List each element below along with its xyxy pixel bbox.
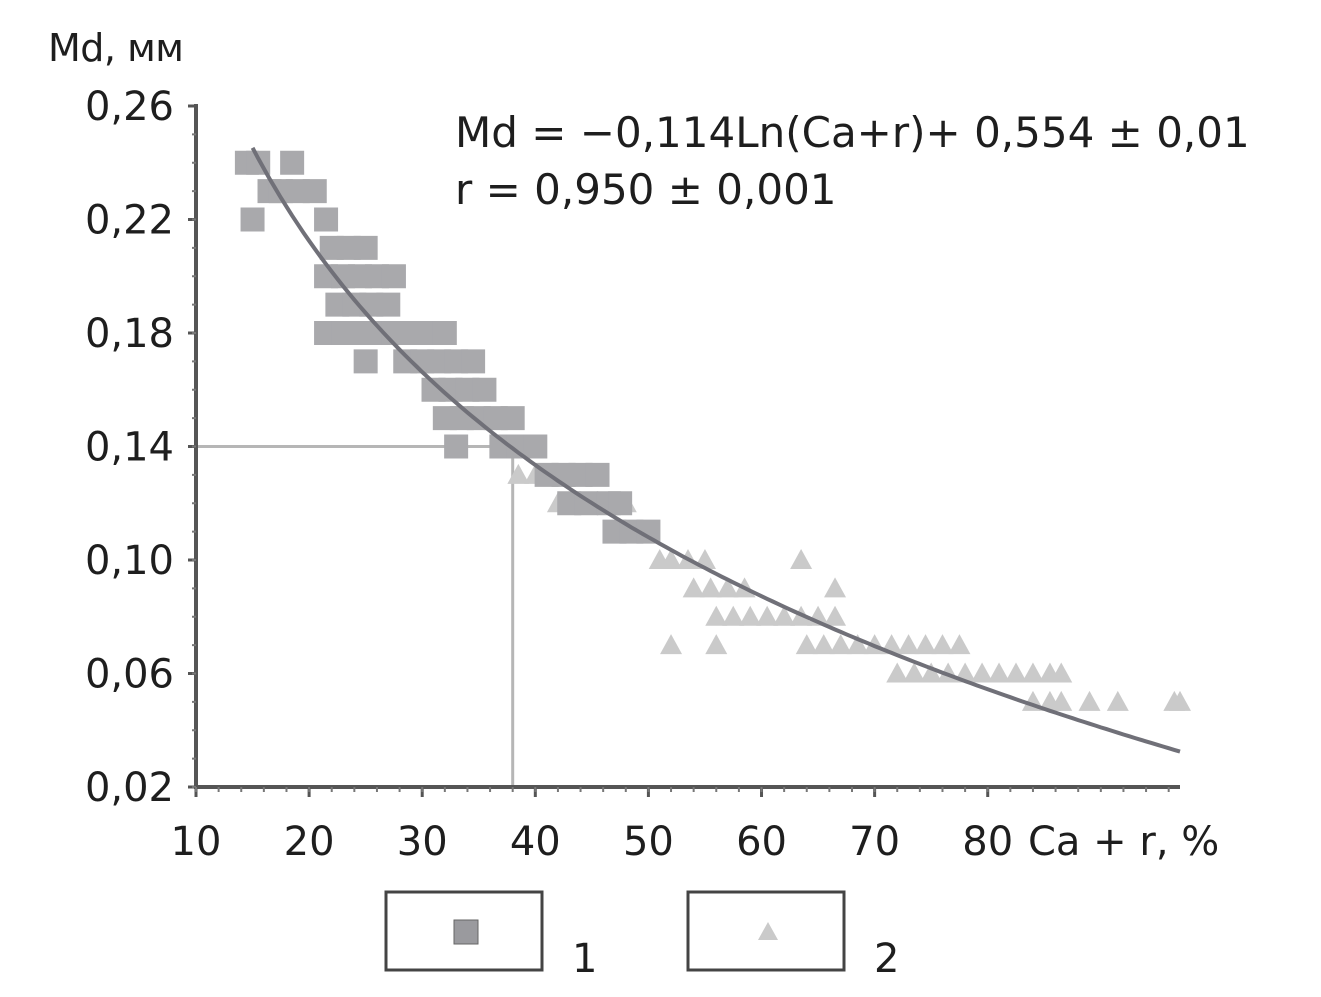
x-tick-label: 80 <box>962 819 1013 865</box>
data-point-series-2 <box>914 634 937 655</box>
data-point-series-2 <box>1078 690 1101 711</box>
regression-equation: Md = −0,114Ln(Ca+r)+ 0,554 ± 0,01 <box>455 108 1250 157</box>
data-point-series-1 <box>444 434 469 459</box>
data-point-series-2 <box>660 549 683 569</box>
data-point-series-1 <box>585 462 610 487</box>
y-tick-label: 0,10 <box>85 538 174 584</box>
data-point-series-2 <box>1169 690 1191 711</box>
data-point-series-2 <box>705 634 728 655</box>
x-tick-label: 50 <box>623 819 674 865</box>
data-point-series-2 <box>897 634 920 655</box>
data-point-series-2 <box>931 634 954 655</box>
data-point-series-1 <box>376 292 401 317</box>
data-point-series-1 <box>432 321 457 345</box>
legend-label-2: 2 <box>874 936 899 982</box>
data-point-series-2 <box>988 662 1011 683</box>
data-point-series-2 <box>1021 662 1044 683</box>
y-tick-label: 0,26 <box>85 84 174 130</box>
data-point-series-2 <box>507 463 530 484</box>
data-point-series-2 <box>795 634 818 655</box>
x-ticks: 10 20 30 40 50 60 70 80 Ca + r, % <box>171 787 1219 865</box>
correlation-coefficient: r = 0,950 ± 0,001 <box>455 165 837 214</box>
data-point-series-1 <box>240 207 265 232</box>
trend-curve <box>250 146 1181 754</box>
data-point-series-1 <box>500 406 525 431</box>
data-point-series-1 <box>314 207 339 232</box>
x-tick-label: 70 <box>849 819 900 865</box>
x-tick-label: 20 <box>284 819 335 865</box>
data-point-series-2 <box>722 605 745 626</box>
data-point-series-1 <box>523 434 548 459</box>
data-point-series-1 <box>381 264 406 289</box>
data-point-series-2 <box>971 662 994 683</box>
legend-marker-square <box>453 919 479 945</box>
data-point-series-2 <box>682 577 705 598</box>
data-point-series-2 <box>739 605 762 626</box>
data-point-series-2 <box>829 634 852 655</box>
data-point-series-2 <box>846 634 869 655</box>
data-point-series-2 <box>705 605 728 626</box>
data-point-series-2 <box>699 577 722 598</box>
y-tick-label: 0,18 <box>85 311 174 357</box>
data-point-series-2 <box>903 662 926 683</box>
data-point-series-2 <box>824 605 847 626</box>
data-point-series-2 <box>1005 662 1027 683</box>
data-point-series-2 <box>920 662 943 683</box>
y-tick-label: 0,14 <box>85 425 174 471</box>
x-tick-label: 30 <box>397 819 448 865</box>
data-point-series-2 <box>1050 690 1073 711</box>
data-point-series-2 <box>1106 690 1129 711</box>
y-tick-label: 0,06 <box>85 652 174 698</box>
legend-marker-triangle <box>758 922 778 940</box>
data-point-series-2 <box>824 577 847 598</box>
data-point-series-2 <box>812 634 835 655</box>
data-point-series-1 <box>608 491 633 516</box>
data-point-series-2 <box>716 577 739 598</box>
data-point-series-1 <box>461 349 486 374</box>
data-points <box>234 150 1191 711</box>
data-point-series-2 <box>948 634 971 655</box>
data-point-series-2 <box>886 662 909 683</box>
x-tick-label: 40 <box>510 819 561 865</box>
x-tick-label: 10 <box>171 819 222 865</box>
data-point-series-1 <box>280 150 305 175</box>
guide-lines <box>196 445 515 787</box>
data-point-series-1 <box>302 179 327 204</box>
y-tick-label: 0,02 <box>85 765 174 811</box>
data-point-series-2 <box>660 634 683 655</box>
data-point-series-1 <box>353 235 378 260</box>
y-axis-label: Md, мм <box>48 26 184 70</box>
legend-label-1: 1 <box>572 936 597 982</box>
y-ticks: 0,02 0,06 0,10 0,14 0,18 0,22 0,26 <box>85 84 196 811</box>
x-tick-label: 60 <box>736 819 787 865</box>
data-point-series-2 <box>1050 662 1073 683</box>
data-point-series-2 <box>790 549 813 569</box>
x-axis-label: Ca + r, % <box>1028 819 1219 865</box>
data-point-series-1 <box>472 377 497 402</box>
data-point-series-2 <box>756 605 779 626</box>
data-point-series-2 <box>773 605 796 626</box>
y-tick-label: 0,22 <box>85 198 174 244</box>
data-point-series-1 <box>353 349 378 374</box>
